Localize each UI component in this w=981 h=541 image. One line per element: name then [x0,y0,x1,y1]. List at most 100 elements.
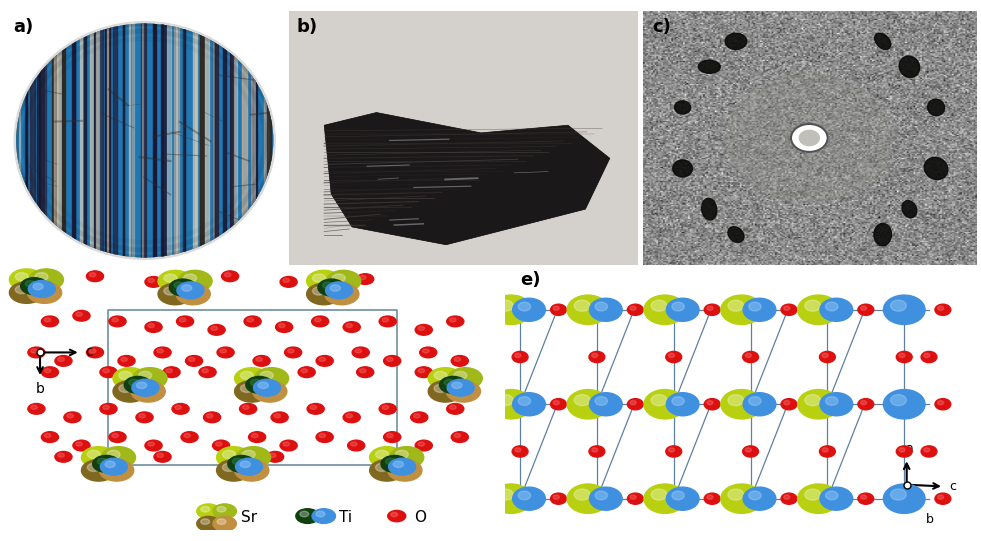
Text: Sr: Sr [241,510,257,525]
Circle shape [29,269,64,291]
Circle shape [749,302,761,311]
Text: c: c [949,480,955,493]
Circle shape [726,75,893,202]
Circle shape [749,397,761,405]
Circle shape [81,447,116,468]
Circle shape [415,440,433,451]
Circle shape [370,460,404,481]
Bar [274,16,276,260]
Circle shape [316,511,325,517]
Circle shape [924,448,930,452]
Circle shape [248,432,266,443]
Circle shape [820,487,852,510]
Circle shape [444,379,454,386]
Circle shape [589,352,605,362]
Bar [183,16,184,260]
Circle shape [418,368,425,373]
Circle shape [592,448,597,452]
Circle shape [567,484,609,513]
Circle shape [319,358,326,361]
Circle shape [451,432,468,443]
Circle shape [220,349,227,353]
Circle shape [87,463,100,471]
Circle shape [382,405,388,410]
Circle shape [553,400,559,405]
Circle shape [781,304,797,315]
Circle shape [897,446,912,457]
Text: Ti: Ti [339,510,352,525]
Circle shape [387,510,406,522]
Circle shape [86,347,104,358]
Circle shape [798,484,840,513]
Circle shape [112,433,119,438]
Bar [142,16,143,260]
Circle shape [199,367,216,378]
Circle shape [343,322,360,332]
Circle shape [346,414,352,418]
Circle shape [590,298,622,321]
Text: d): d) [27,270,48,288]
Circle shape [381,456,408,472]
Bar [275,16,276,260]
Circle shape [112,318,119,322]
Circle shape [357,274,374,285]
Circle shape [216,442,222,446]
Circle shape [429,368,462,389]
Circle shape [41,316,59,327]
Bar [63,16,64,260]
Circle shape [318,279,345,296]
Circle shape [370,451,387,462]
Circle shape [666,298,699,321]
Circle shape [87,450,100,458]
Bar [100,16,103,260]
Circle shape [891,394,906,406]
Circle shape [860,306,866,311]
Circle shape [10,269,43,291]
Circle shape [513,393,545,416]
Bar [215,16,218,260]
Circle shape [281,276,297,287]
Circle shape [99,460,133,481]
Circle shape [899,448,905,452]
Circle shape [446,316,464,327]
Circle shape [415,367,433,378]
Circle shape [250,379,261,386]
Circle shape [784,495,790,499]
Circle shape [707,306,713,311]
Bar [131,16,134,260]
Bar [153,16,156,260]
Circle shape [897,352,912,362]
Circle shape [439,377,467,393]
Circle shape [333,274,345,282]
Circle shape [307,283,340,305]
Circle shape [76,442,82,446]
Circle shape [158,283,192,305]
Circle shape [28,280,55,298]
Circle shape [118,355,135,366]
Bar [62,16,65,260]
Circle shape [935,399,951,410]
Circle shape [235,458,263,475]
Circle shape [223,463,235,471]
Circle shape [239,404,257,414]
Circle shape [891,489,906,500]
Circle shape [35,273,48,281]
Circle shape [707,400,713,405]
Bar [73,16,75,260]
Circle shape [315,318,321,322]
Circle shape [176,283,210,305]
Circle shape [644,484,686,513]
Circle shape [240,463,253,471]
Circle shape [550,493,566,504]
Circle shape [310,405,317,410]
Circle shape [550,304,566,315]
Bar [83,16,85,260]
Circle shape [935,304,951,315]
Circle shape [236,447,271,468]
Circle shape [251,433,258,438]
Circle shape [197,504,220,519]
Bar [57,16,61,260]
Circle shape [326,282,352,299]
Text: O: O [414,510,426,525]
Circle shape [103,405,109,410]
